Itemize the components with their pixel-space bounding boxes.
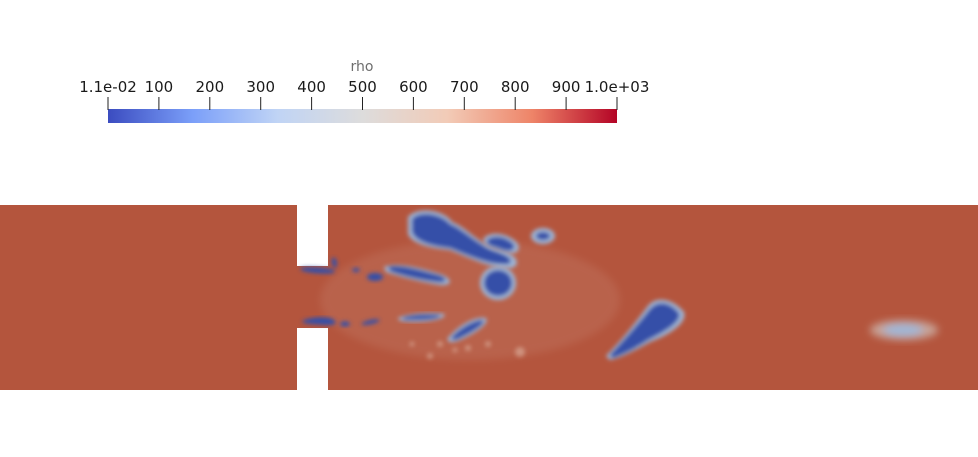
bubble-diagonal xyxy=(606,299,685,360)
low-density-bubbles xyxy=(300,210,938,360)
colorbar-ticks xyxy=(107,97,618,110)
colorbar-title: rho xyxy=(350,59,374,75)
colorbar-tick-label: 1.0e+03 xyxy=(584,78,650,96)
colorbar-tick-label: 500 xyxy=(348,78,377,96)
colorbar-ramp xyxy=(108,109,617,123)
colorbar-tick-label: 100 xyxy=(144,78,174,96)
colorbar-tick-label: 700 xyxy=(449,78,479,96)
bubble-lower-streak xyxy=(398,313,445,322)
bubble-upper-right xyxy=(483,233,519,254)
colorbar-tick-label: 1.1e-02 xyxy=(79,78,137,96)
bubble-far-right xyxy=(870,320,938,340)
bubble-round xyxy=(480,266,516,300)
bubble-small-left xyxy=(352,268,383,281)
colorbar-tick-label: 600 xyxy=(399,78,428,96)
bubble-lower-finger xyxy=(447,317,487,343)
bubble-upper-large xyxy=(408,210,517,269)
colorbar-tick-label: 200 xyxy=(195,78,225,96)
colorbar-tick-label: 400 xyxy=(297,78,326,96)
bubble-throat-lower xyxy=(302,317,380,327)
colorbar-tick-label: 800 xyxy=(500,78,530,96)
droplets xyxy=(409,341,525,359)
inlet-channel xyxy=(0,205,297,390)
colorbar-tick-label: 900 xyxy=(551,78,581,96)
colorbar-tick-label: 300 xyxy=(246,78,276,96)
bubble-small-top xyxy=(531,228,555,244)
bubble-mid-streak xyxy=(384,265,450,286)
bubble-throat-upper xyxy=(300,257,337,274)
